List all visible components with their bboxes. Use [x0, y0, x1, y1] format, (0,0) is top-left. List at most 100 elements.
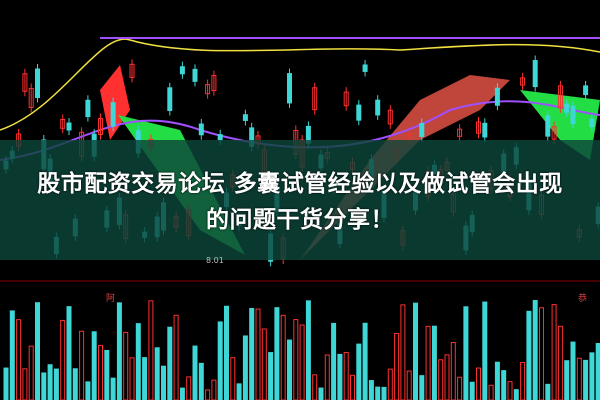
volume-bar — [287, 339, 292, 400]
volume-bar — [224, 305, 229, 400]
volume-bar — [350, 374, 355, 400]
volume-bar — [444, 354, 450, 400]
volume-bar — [406, 370, 412, 400]
volume-bar — [41, 372, 47, 400]
volume-bar — [211, 379, 217, 400]
volume-bar — [305, 300, 311, 400]
volume-bar — [413, 302, 418, 400]
volume-bar — [520, 362, 526, 400]
volume-bar — [186, 376, 192, 400]
candle — [557, 85, 563, 109]
volume-bar — [532, 299, 538, 400]
red-band — [300, 75, 510, 260]
candle — [85, 99, 91, 118]
volume-bar — [595, 343, 600, 400]
candle — [457, 128, 463, 137]
volume-bar — [299, 324, 305, 400]
volume-bar — [60, 319, 66, 400]
volume-bar — [419, 375, 425, 400]
volume-bar — [135, 323, 141, 400]
volume-bar — [438, 359, 444, 400]
volume-bar — [79, 330, 85, 400]
candle — [343, 91, 349, 107]
volume-bar — [526, 310, 532, 400]
lower-label-right: 恭 — [578, 294, 588, 304]
volume-bar — [53, 368, 59, 400]
volume-bar — [142, 357, 148, 400]
volume-bar — [312, 374, 318, 400]
volume-bar — [564, 360, 570, 400]
volume-bar — [192, 345, 198, 400]
volume-bar — [539, 307, 544, 400]
volume-bar — [469, 381, 475, 400]
volume-bar — [507, 381, 513, 400]
candle — [205, 84, 211, 95]
candle — [198, 123, 204, 136]
volume-bar — [400, 304, 406, 400]
volume-bar — [236, 383, 242, 400]
article-title: 股市配资交易论坛 多囊试管经验以及做试管会出现 的问题干货分享！ — [0, 166, 600, 238]
volume-bar — [488, 384, 494, 400]
candle — [35, 68, 40, 98]
volume-bar — [268, 352, 274, 400]
volume-bar — [28, 345, 34, 400]
candle — [387, 109, 393, 125]
volume-bar — [362, 322, 368, 400]
volume-bar — [47, 364, 53, 400]
volume-bar — [35, 302, 40, 400]
candle — [583, 85, 589, 96]
volume-bar — [261, 328, 267, 400]
volume-bar — [154, 347, 160, 400]
volume-bar — [16, 319, 22, 400]
volume-bar — [457, 376, 463, 400]
volume-bar — [205, 389, 211, 400]
price-label: 8.01 — [206, 256, 224, 265]
candle — [482, 122, 488, 138]
volume-bar — [583, 359, 589, 400]
volume-bar — [576, 357, 582, 400]
volume-bar — [394, 332, 400, 400]
volume-bar — [545, 383, 551, 400]
candle — [60, 118, 66, 129]
volume-bar — [331, 322, 337, 400]
candle — [419, 122, 425, 138]
candle — [28, 87, 34, 108]
volume-bar — [22, 368, 28, 400]
volume-bar — [98, 344, 103, 400]
volume-bar — [179, 387, 185, 400]
volume-bar — [104, 349, 110, 400]
candle — [570, 105, 576, 125]
candle — [98, 117, 103, 135]
candle — [551, 126, 557, 140]
volume-bar — [476, 367, 481, 400]
volume-bar — [85, 381, 91, 400]
volume-bar — [482, 301, 488, 400]
candle — [179, 66, 185, 75]
volume-bar — [293, 319, 299, 400]
volume-bar — [557, 325, 563, 400]
candle — [312, 87, 318, 111]
candle — [494, 87, 500, 106]
volume-bar — [217, 321, 223, 400]
volume-bar — [375, 386, 381, 400]
candle — [66, 122, 72, 131]
candle — [532, 60, 538, 88]
volume-bar — [242, 335, 248, 400]
volume-bar — [589, 352, 595, 400]
volume-bar — [198, 362, 204, 400]
volume-bar — [431, 325, 437, 400]
volume-bar — [513, 389, 519, 400]
volume-bar — [381, 386, 387, 400]
volume-bar — [450, 342, 456, 400]
volume-bar — [368, 380, 374, 400]
volume-bar — [337, 353, 343, 400]
volume-bar — [255, 308, 261, 400]
title-overlay — [0, 140, 600, 260]
candle — [22, 73, 28, 92]
title-line-2: 的问题干货分享！ — [206, 207, 394, 233]
candle — [520, 77, 526, 86]
candle — [217, 134, 223, 141]
candle — [287, 73, 292, 104]
yellow-ma-line — [0, 38, 600, 131]
